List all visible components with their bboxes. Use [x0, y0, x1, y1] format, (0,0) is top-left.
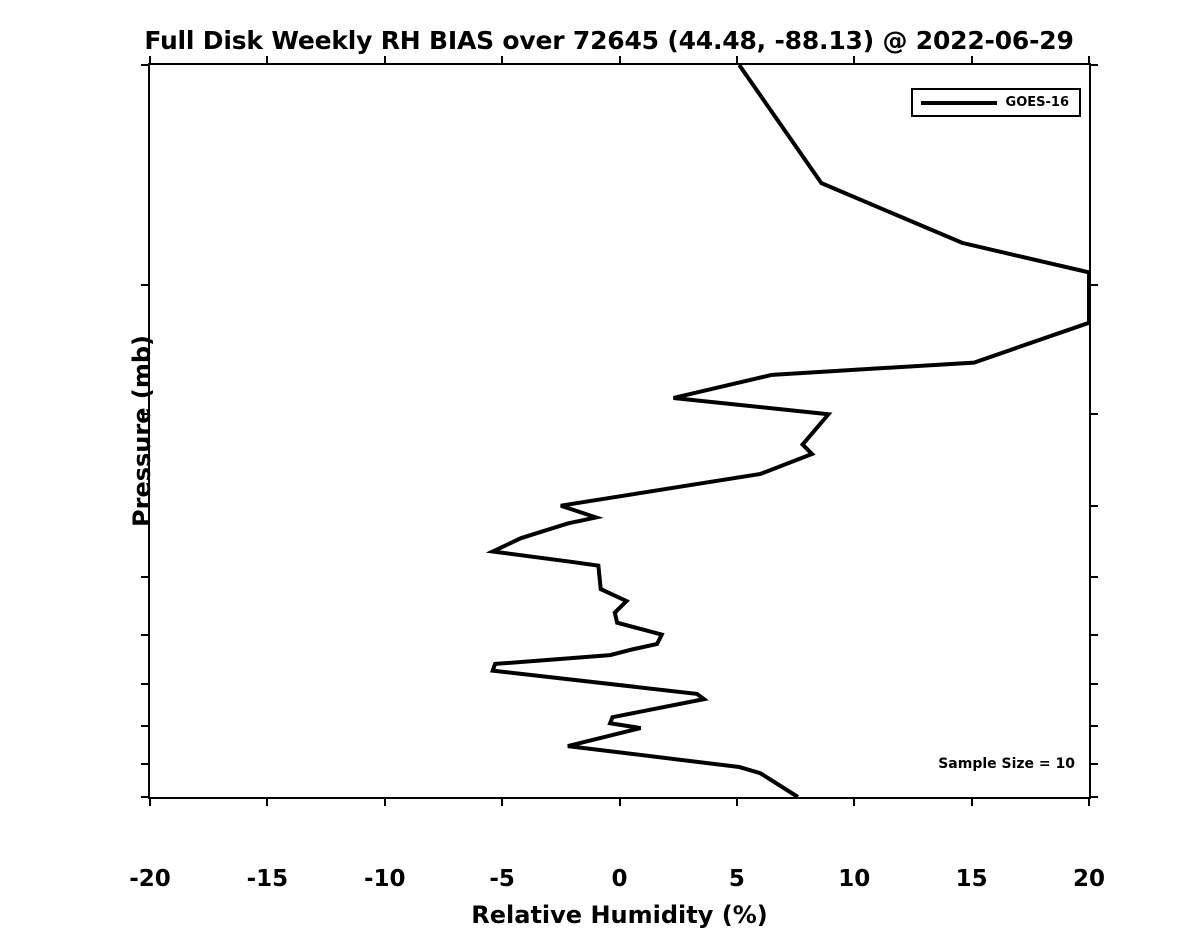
x-tick-label--10: -10	[363, 866, 406, 892]
legend: GOES-16	[910, 88, 1081, 117]
y-tick-800	[141, 725, 150, 728]
y-tick-right-400	[1089, 504, 1098, 507]
chart-title: Full Disk Weekly RH BIAS over 72645 (44.…	[144, 26, 1074, 55]
x-tick-top-10	[853, 56, 856, 65]
x-tick-top-15	[970, 56, 973, 65]
legend-label-goes-16: GOES-16	[1005, 95, 1069, 110]
y-tick-right-900	[1089, 762, 1098, 765]
x-tick-label--20: -20	[129, 866, 171, 892]
x-tick-15	[970, 797, 973, 806]
y-tick-right-600	[1089, 633, 1098, 636]
series-line-goes-16	[485, 63, 1091, 799]
y-tick-300	[141, 413, 150, 416]
plot-inner: 1002003004005006007008009001000 -20-15-1…	[128, 56, 1105, 929]
x-tick--15	[266, 797, 269, 806]
x-tick-label-10: 10	[838, 866, 871, 892]
x-tick-top--10	[383, 56, 386, 65]
y-tick-200	[141, 284, 150, 287]
y-tick-1000	[141, 796, 150, 798]
y-tick-100	[141, 64, 150, 66]
y-tick-right-800	[1089, 725, 1098, 728]
y-tick-900	[141, 762, 150, 765]
legend-line-swatch	[920, 100, 997, 105]
y-tick-right-200	[1089, 284, 1098, 287]
x-tick-label--15: -15	[246, 866, 289, 892]
y-tick-right-1000	[1089, 796, 1098, 798]
x-tick-label-20: 20	[1072, 866, 1105, 892]
y-tick-right-100	[1089, 64, 1098, 66]
sample-size-annotation: Sample Size = 10	[938, 756, 1075, 772]
x-tick-top--15	[266, 56, 269, 65]
x-tick-20	[1088, 797, 1090, 806]
x-tick-label-0: 0	[611, 866, 628, 892]
x-tick-top-20	[1088, 56, 1090, 65]
y-tick-right-700	[1089, 682, 1098, 685]
chart-figure: Full Disk Weekly RH BIAS over 72645 (44.…	[127, 26, 1105, 929]
x-tick--5	[501, 797, 504, 806]
y-tick-500	[141, 575, 150, 578]
x-tick-10	[853, 797, 856, 806]
x-tick-label-15: 15	[955, 866, 988, 892]
y-tick-600	[141, 633, 150, 636]
plot-area: 1002003004005006007008009001000 -20-15-1…	[128, 56, 1105, 929]
x-axis-title: Relative Humidity (%)	[471, 901, 768, 929]
y-tick-right-500	[1089, 575, 1098, 578]
y-tick-right-300	[1089, 413, 1098, 416]
x-tick--20	[149, 797, 151, 806]
y-axis-title: Pressure (mb)	[127, 335, 156, 527]
x-tick-0	[618, 797, 621, 806]
x-tick-5	[735, 797, 738, 806]
x-tick-top--5	[501, 56, 504, 65]
x-tick-top-5	[735, 56, 738, 65]
x-tick-label-5: 5	[728, 866, 745, 892]
x-tick--10	[383, 797, 386, 806]
data-line-svg	[485, 63, 1091, 799]
x-tick-top-0	[618, 56, 621, 65]
y-tick-700	[141, 682, 150, 685]
y-tick-400	[141, 504, 150, 507]
x-tick-top--20	[149, 56, 151, 65]
x-tick-label--5: -5	[489, 866, 515, 892]
